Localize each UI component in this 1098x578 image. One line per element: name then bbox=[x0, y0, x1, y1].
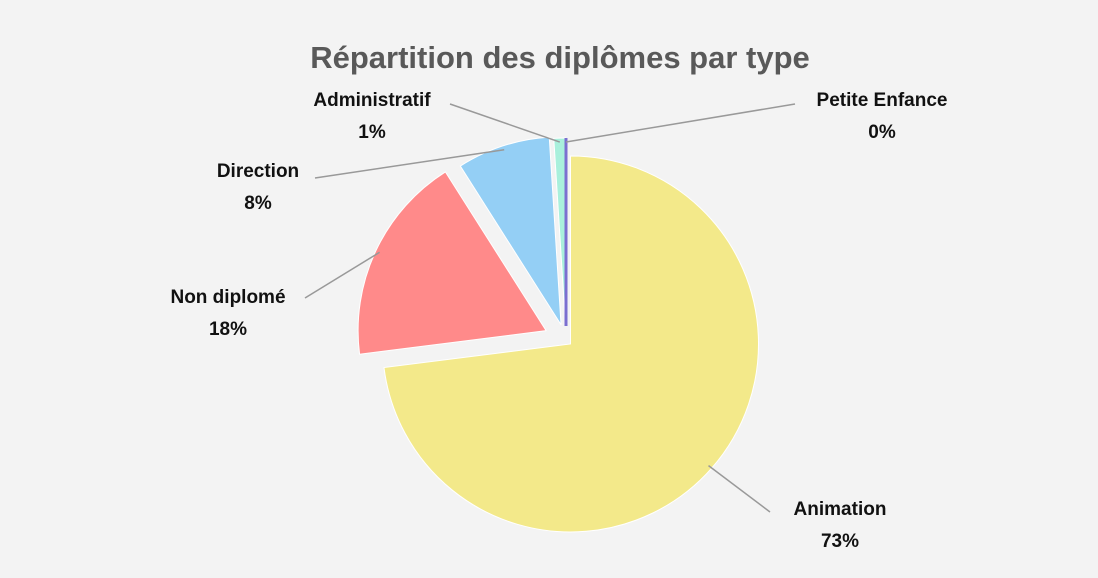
data-label-value: 1% bbox=[358, 122, 386, 143]
data-label-name: Petite Enfance bbox=[817, 90, 948, 111]
leader-line bbox=[708, 465, 771, 513]
chart-title: Répartition des diplômes par type bbox=[310, 40, 810, 75]
leader-line bbox=[304, 251, 380, 299]
leader-line bbox=[449, 103, 561, 143]
data-label-name: Animation bbox=[794, 499, 887, 520]
data-label-name: Administratif bbox=[313, 90, 431, 111]
data-label-value: 18% bbox=[209, 319, 247, 340]
pie-slice bbox=[357, 171, 547, 355]
data-label-value: 0% bbox=[868, 122, 896, 143]
data-label-value: 73% bbox=[821, 531, 859, 552]
leader-line bbox=[314, 149, 505, 179]
data-label-value: 8% bbox=[244, 193, 272, 214]
data-label-name: Direction bbox=[217, 161, 299, 182]
leader-line bbox=[565, 103, 796, 143]
data-label-name: Non diplomé bbox=[170, 287, 285, 308]
